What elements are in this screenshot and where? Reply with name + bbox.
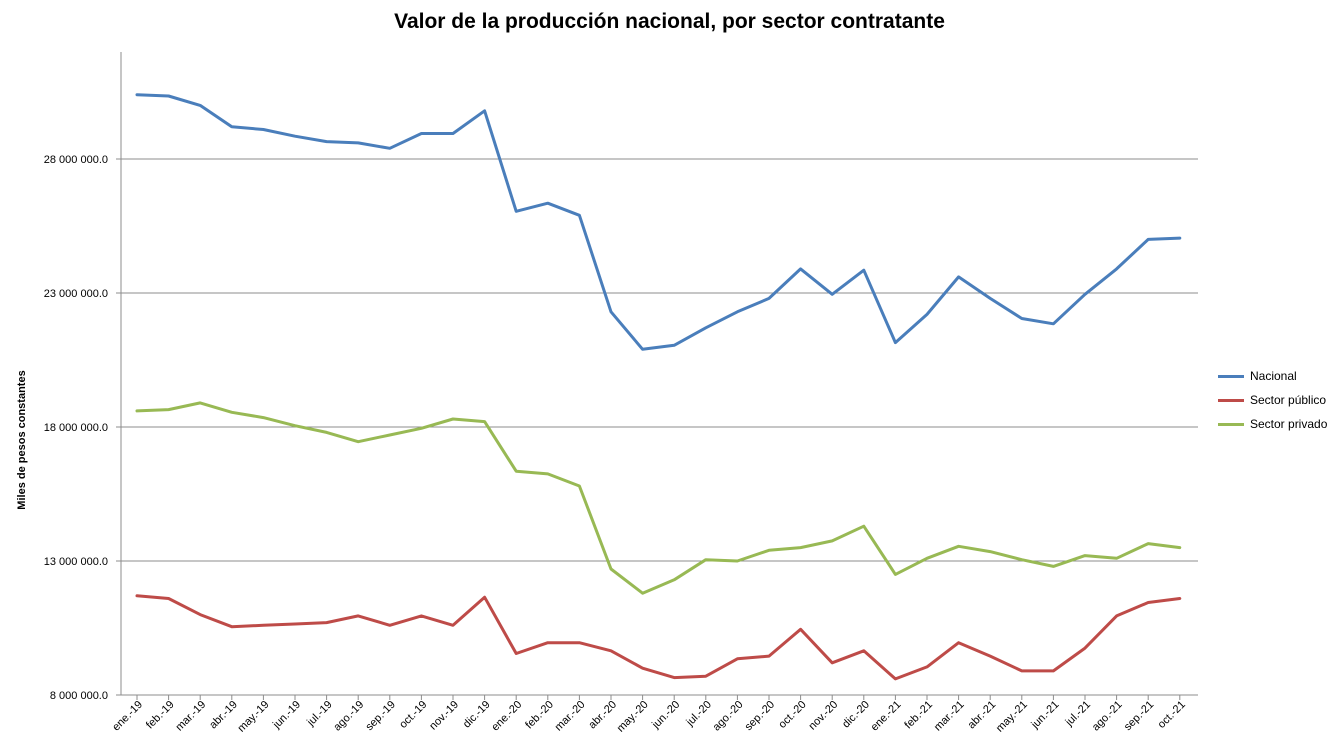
x-tick-label: mar.-20 — [553, 699, 588, 734]
x-tick-label: ene.-20 — [489, 699, 524, 734]
legend-swatch — [1218, 374, 1244, 378]
x-tick-label: feb.-19 — [144, 699, 177, 732]
x-tick-label: sep.-21 — [1122, 699, 1156, 733]
axes — [116, 52, 1198, 700]
y-tick-label: 28 000 000.0 — [44, 154, 108, 166]
x-tick-label: may.-19 — [236, 699, 272, 735]
x-tick-label: oct.-19 — [397, 699, 429, 731]
x-tick-label: mar.-21 — [932, 699, 967, 734]
y-tick-label: 8 000 000.0 — [50, 690, 108, 702]
y-tick-label: 18 000 000.0 — [44, 422, 108, 434]
x-tick-label: nov.-19 — [427, 699, 461, 733]
chart-title: Valor de la producción nacional, por sec… — [394, 10, 945, 33]
x-tick-label: ago.-19 — [331, 699, 366, 734]
y-tick-label: 13 000 000.0 — [44, 556, 108, 568]
x-tick-label: jun.-20 — [649, 699, 682, 732]
x-tick-label: ene.-21 — [869, 699, 904, 734]
x-tick-label: jul.-20 — [684, 699, 714, 729]
x-tick-label: may.-20 — [615, 699, 651, 735]
series-line-nacional — [135, 93, 1182, 351]
x-tick-label: jun.-19 — [270, 699, 303, 732]
x-tick-label: oct.-21 — [1156, 699, 1188, 731]
x-tick-label: may.-21 — [994, 699, 1030, 735]
series-lines — [135, 93, 1182, 681]
x-tick-label: ene.-19 — [110, 699, 145, 734]
x-tick-label: dic.-19 — [461, 699, 493, 731]
legend-label: Sector público — [1250, 393, 1327, 407]
legend-item-nacional: Nacional — [1218, 364, 1327, 388]
series-line-sector-publico — [135, 594, 1182, 681]
x-tick-label: sep.-19 — [363, 699, 397, 733]
legend-item-sector-privado: Sector privado — [1218, 412, 1327, 436]
gridlines — [121, 158, 1198, 562]
legend-swatch — [1218, 422, 1244, 426]
x-tick-label: oct.-20 — [776, 699, 808, 731]
legend-label: Sector privado — [1250, 417, 1328, 431]
x-tick-label: ago.-20 — [711, 699, 746, 734]
x-tick-label: feb.-21 — [902, 699, 935, 732]
x-tick-label: mar.-19 — [173, 699, 208, 734]
x-tick-label: ago.-21 — [1090, 699, 1125, 734]
x-tick-label: dic.-20 — [840, 699, 872, 731]
legend-label: Nacional — [1250, 369, 1297, 383]
series-line-sector-privado — [135, 401, 1182, 595]
legend: Nacional Sector público Sector privado — [1218, 364, 1327, 436]
legend-item-sector-publico: Sector público — [1218, 388, 1327, 412]
y-tick-label: 23 000 000.0 — [44, 288, 108, 300]
x-tick-label: jul.-21 — [1063, 699, 1093, 729]
x-tick-label: sep.-20 — [743, 699, 777, 733]
legend-swatch — [1218, 398, 1244, 402]
x-tick-label: jul.-19 — [304, 699, 334, 729]
x-tick-label: jun.-21 — [1029, 699, 1062, 732]
x-tick-label: nov.-20 — [806, 699, 840, 733]
y-tick-labels: 8 000 000.0 13 000 000.0 18 000 000.0 23 00… — [44, 154, 108, 702]
x-tick-label: feb.-20 — [523, 699, 556, 732]
